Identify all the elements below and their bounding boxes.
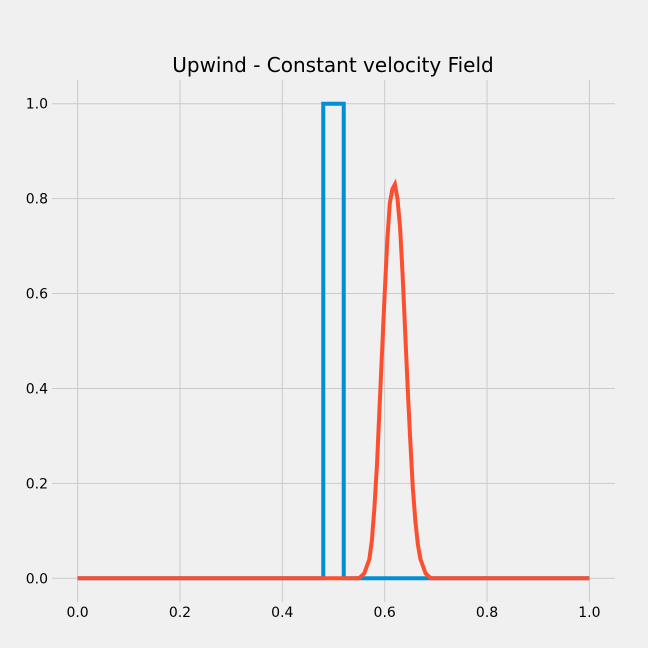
x-tick-label: 0.0 bbox=[66, 605, 88, 621]
x-tick-labels: 0.0 0.2 0.4 0.6 0.8 1.0 bbox=[66, 605, 600, 621]
y-tick-label: 0.6 bbox=[26, 287, 48, 303]
x-tick-label: 0.6 bbox=[374, 605, 396, 621]
x-tick-label: 0.8 bbox=[476, 605, 498, 621]
y-tick-label: 0.8 bbox=[26, 192, 48, 208]
series-line-2 bbox=[77, 178, 590, 581]
x-tick-label: 1.0 bbox=[578, 605, 600, 621]
chart-title: Upwind - Constant velocity Field bbox=[172, 53, 494, 77]
x-tick-label: 0.2 bbox=[169, 605, 191, 621]
y-tick-label: 1.0 bbox=[26, 97, 48, 113]
y-tick-label: 0.2 bbox=[26, 476, 48, 492]
grid bbox=[52, 80, 615, 602]
y-tick-label: 0.0 bbox=[26, 571, 48, 587]
y-tick-labels: 0.0 0.2 0.4 0.6 0.8 1.0 bbox=[26, 97, 48, 588]
y-tick-label: 0.4 bbox=[26, 381, 48, 397]
x-tick-label: 0.4 bbox=[271, 605, 293, 621]
series-group bbox=[77, 101, 590, 581]
